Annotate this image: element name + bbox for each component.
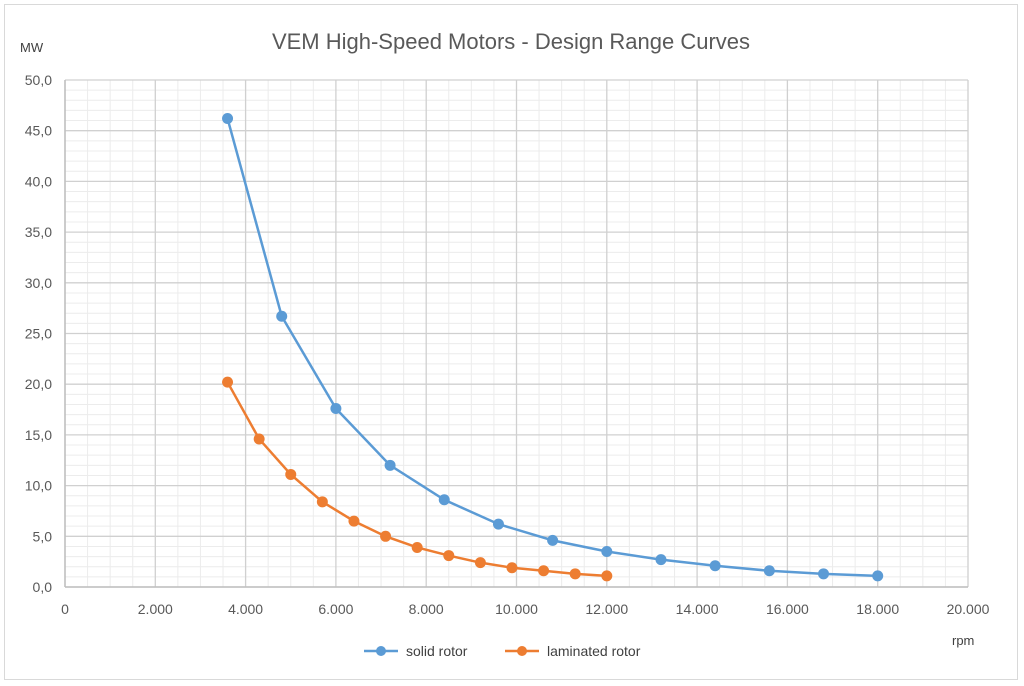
chart-title: VEM High-Speed Motors - Design Range Cur… bbox=[272, 29, 750, 54]
data-point-solid bbox=[438, 494, 450, 506]
data-point-solid bbox=[601, 546, 613, 558]
data-point-solid bbox=[492, 518, 504, 530]
y-tick-label: 0,0 bbox=[33, 579, 53, 595]
y-tick-label: 25,0 bbox=[25, 326, 52, 342]
y-tick-label: 10,0 bbox=[25, 478, 52, 494]
x-tick-label: 6.000 bbox=[318, 601, 353, 617]
data-point-solid bbox=[818, 568, 830, 580]
data-point-laminated bbox=[506, 562, 518, 574]
x-tick-label: 18.000 bbox=[856, 601, 899, 617]
x-tick-label: 12.000 bbox=[585, 601, 628, 617]
data-point-laminated bbox=[569, 568, 581, 580]
data-point-solid bbox=[276, 310, 288, 322]
data-point-laminated bbox=[380, 530, 392, 542]
x-tick-label: 16.000 bbox=[766, 601, 809, 617]
data-point-solid bbox=[222, 113, 234, 125]
data-point-laminated bbox=[474, 557, 486, 569]
x-tick-label: 2.000 bbox=[138, 601, 173, 617]
legend-marker-laminated bbox=[517, 646, 527, 656]
x-tick-label: 4.000 bbox=[228, 601, 263, 617]
x-axis-label: rpm bbox=[952, 633, 974, 648]
legend-label-laminated: laminated rotor bbox=[547, 643, 641, 659]
data-point-solid bbox=[547, 534, 559, 546]
x-tick-label: 8.000 bbox=[409, 601, 444, 617]
data-point-laminated bbox=[411, 541, 423, 553]
y-tick-label: 15,0 bbox=[25, 427, 52, 443]
legend-label-solid: solid rotor bbox=[406, 643, 468, 659]
y-tick-label: 5,0 bbox=[33, 528, 53, 544]
y-tick-label: 50,0 bbox=[25, 72, 52, 88]
data-point-laminated bbox=[348, 515, 360, 527]
y-tick-label: 40,0 bbox=[25, 173, 52, 189]
data-point-solid bbox=[330, 403, 342, 415]
x-tick-label: 14.000 bbox=[676, 601, 719, 617]
data-point-laminated bbox=[601, 570, 613, 582]
data-point-laminated bbox=[253, 433, 265, 445]
y-tick-label: 30,0 bbox=[25, 275, 52, 291]
data-point-solid bbox=[709, 560, 721, 572]
data-point-laminated bbox=[443, 550, 455, 562]
legend-marker-solid bbox=[376, 646, 386, 656]
data-point-solid bbox=[763, 565, 775, 577]
data-point-laminated bbox=[538, 565, 550, 577]
chart-frame bbox=[4, 4, 1018, 680]
data-point-solid bbox=[872, 570, 884, 582]
legend: solid rotor laminated rotor bbox=[364, 643, 641, 659]
x-tick-label: 20.000 bbox=[947, 601, 990, 617]
x-tick-label: 10.000 bbox=[495, 601, 538, 617]
data-point-laminated bbox=[222, 376, 234, 388]
data-point-solid bbox=[655, 554, 667, 566]
y-tick-label: 20,0 bbox=[25, 376, 52, 392]
y-axis-label: MW bbox=[20, 40, 44, 55]
series-line-solid bbox=[226, 118, 878, 578]
data-point-laminated bbox=[316, 496, 328, 508]
y-tick-label: 45,0 bbox=[25, 123, 52, 139]
y-tick-label: 35,0 bbox=[25, 224, 52, 240]
x-tick-label: 0 bbox=[61, 601, 69, 617]
data-point-solid bbox=[384, 459, 396, 471]
data-point-laminated bbox=[285, 468, 297, 480]
